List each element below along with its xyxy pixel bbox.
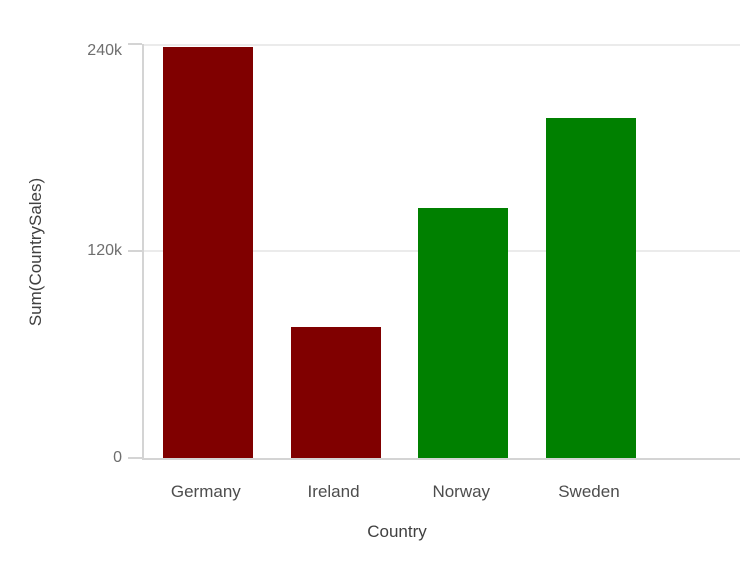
y-tick-label-120k: 120k (87, 242, 122, 259)
plot-area (142, 44, 740, 460)
x-category-label-sweden: Sweden (558, 482, 620, 501)
y-tick-mark-240k (128, 43, 142, 45)
y-tick-mark-120k (128, 250, 142, 252)
bar-ireland[interactable] (290, 326, 381, 458)
x-category-label-germany: Germany (170, 482, 241, 501)
gridline-240k (144, 44, 740, 46)
y-tick-label-0: 0 (113, 449, 122, 466)
y-tick-mark-0 (128, 457, 142, 459)
bar-sweden[interactable] (545, 118, 636, 458)
x-category-label-norway: Norway (432, 482, 491, 501)
bar-norway[interactable] (418, 207, 509, 458)
y-tick-label-240k: 240k (87, 42, 122, 59)
x-category-label-ireland: Ireland (307, 482, 360, 501)
bar-germany[interactable] (162, 47, 253, 458)
x-axis-title: Country (367, 522, 427, 541)
